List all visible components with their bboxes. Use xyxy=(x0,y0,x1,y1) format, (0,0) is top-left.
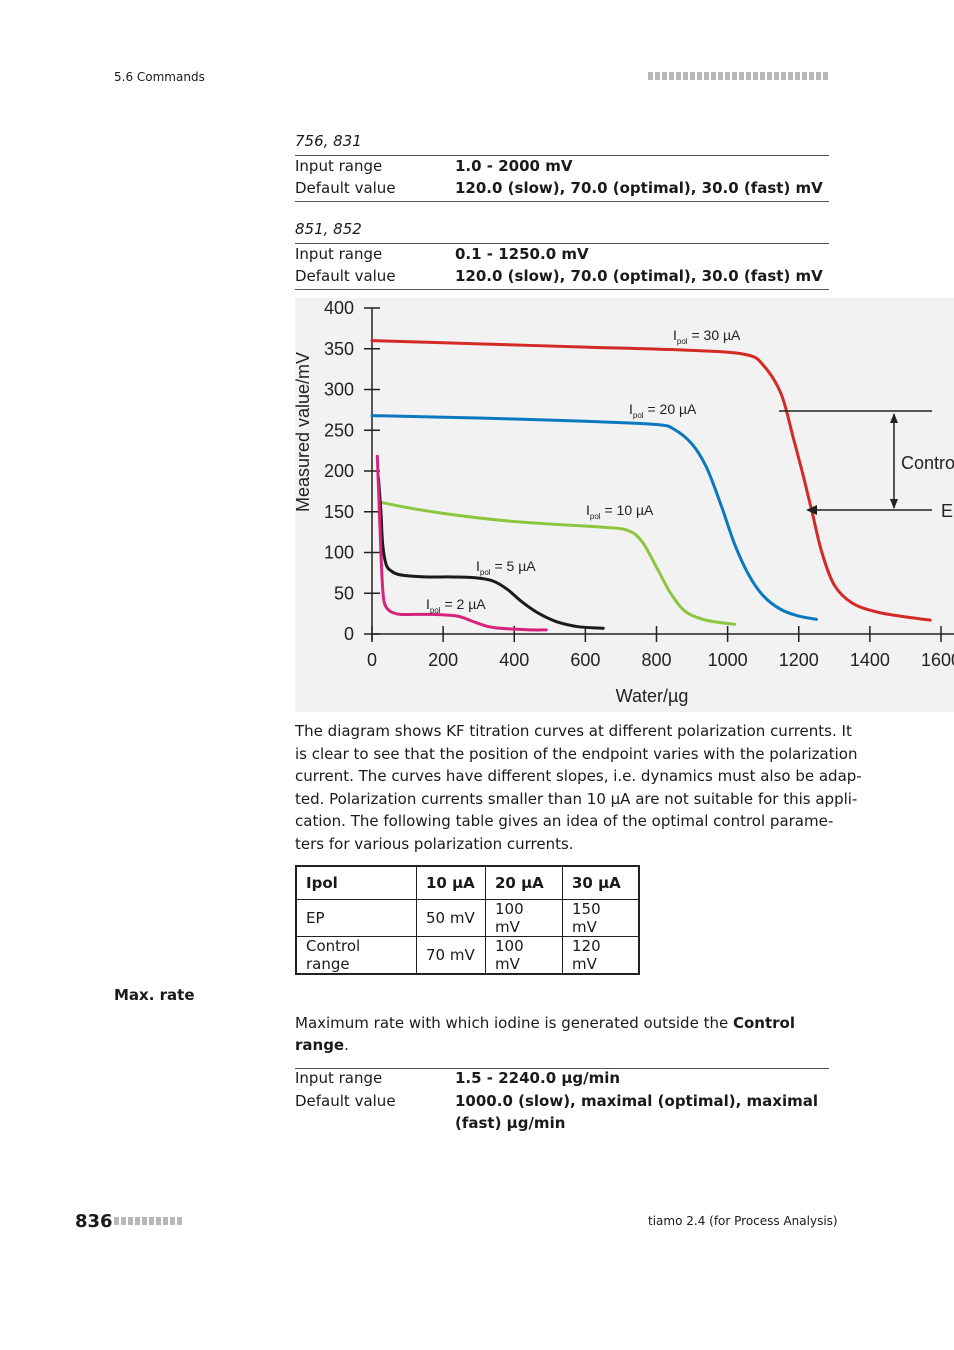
product-name: tiamo 2.4 (for Process Analysis) xyxy=(648,1214,838,1228)
table-cell: 50 mV xyxy=(416,899,486,937)
table-row: EP 50 mV 100 mV 150 mV xyxy=(295,899,640,937)
chart-series xyxy=(370,339,932,632)
x-tick-label: 1200 xyxy=(779,650,819,670)
x-tick-label: 0 xyxy=(367,650,377,670)
ipol-2-curve xyxy=(375,454,548,632)
paragraph-line: is clear to see that the position of the… xyxy=(295,744,858,763)
table-cell: 100 mV xyxy=(485,899,563,937)
divider xyxy=(295,243,829,244)
x-tick-label: 600 xyxy=(570,650,600,670)
y-tick-label: 150 xyxy=(324,502,354,522)
table-header-cell: 30 µA xyxy=(562,865,640,900)
max-rate-desc-prefix: Maximum rate with which iodine is genera… xyxy=(295,1014,733,1032)
model-heading-756: 756, 831 xyxy=(295,132,362,150)
control-range-text: Contro xyxy=(901,453,954,473)
arrow-left-icon xyxy=(806,505,817,515)
y-tick-label: 400 xyxy=(324,298,354,318)
section-header: 5.6 Commands xyxy=(114,70,205,84)
x-tick-label: 1400 xyxy=(850,650,890,670)
y-tick-label: 50 xyxy=(334,583,354,603)
ipol-20-label: Ipol = 20 µA xyxy=(629,401,697,420)
y-tick-label: 0 xyxy=(344,624,354,644)
y-axis-label: Measured value/mV xyxy=(293,352,313,512)
max-rate-description: Maximum rate with which iodine is genera… xyxy=(295,1012,829,1056)
header-dots-decoration xyxy=(648,72,829,80)
x-tick-label: 200 xyxy=(428,650,458,670)
max-rate-desc-bold: Control range xyxy=(295,1014,795,1054)
paragraph-line: cation. The following table gives an ide… xyxy=(295,812,834,830)
description-paragraph: The diagram shows KF titration curves at… xyxy=(295,720,862,855)
table-header-cell: 10 µA xyxy=(416,865,486,900)
table-cell: 70 mV xyxy=(416,936,486,975)
table-cell: 150 mV xyxy=(562,899,640,937)
control-range-annotation: Contro E xyxy=(779,410,954,521)
model-heading-851: 851, 852 xyxy=(295,220,362,238)
table-header-cell: Ipol xyxy=(295,865,417,900)
table-cell: EP xyxy=(295,899,417,937)
paragraph-line: The diagram shows KF titration curves at… xyxy=(295,722,852,740)
max-rate-heading: Max. rate xyxy=(114,986,195,1004)
table-cell: 100 mV xyxy=(485,936,563,975)
ipol-5-label: Ipol = 5 µA xyxy=(476,558,536,577)
divider xyxy=(295,1068,829,1069)
default-value-value: 1000.0 (slow), maximal (optimal), maxima… xyxy=(455,1092,818,1132)
y-tick-label: 300 xyxy=(324,380,354,400)
y-tick-label: 350 xyxy=(324,339,354,359)
input-range-label: Input range xyxy=(295,1069,383,1087)
max-rate-desc-suffix: . xyxy=(344,1036,349,1054)
chart-background xyxy=(295,298,954,712)
x-tick-label: 800 xyxy=(641,650,671,670)
default-value-value: 120.0 (slow), 70.0 (optimal), 30.0 (fast… xyxy=(455,179,823,197)
input-range-value: 1.0 - 2000 mV xyxy=(455,157,573,175)
table-header-cell: 20 µA xyxy=(485,865,563,900)
arrow-down-icon xyxy=(890,499,898,509)
ipol-2-label: Ipol = 2 µA xyxy=(426,596,486,615)
input-range-label: Input range xyxy=(295,245,383,263)
ipol-30-label: Ipol = 30 µA xyxy=(673,327,741,346)
ipol-30-curve xyxy=(370,339,932,622)
x-axis-label: Water/µg xyxy=(616,686,689,706)
divider xyxy=(295,201,829,202)
y-tick-label: 250 xyxy=(324,420,354,440)
ipol-5-curve xyxy=(376,476,605,630)
x-tick-label: 1000 xyxy=(708,650,748,670)
endpoint-text: E xyxy=(941,501,953,521)
input-range-label: Input range xyxy=(295,157,383,175)
default-value-value: 120.0 (slow), 70.0 (optimal), 30.0 (fast… xyxy=(455,267,823,285)
default-value-label: Default value xyxy=(295,179,396,197)
input-range-value: 0.1 - 1250.0 mV xyxy=(455,245,589,263)
input-range-value: 1.5 - 2240.0 µg/min xyxy=(455,1069,621,1087)
table-cell: 120 mV xyxy=(562,936,640,975)
arrow-up-icon xyxy=(890,413,898,423)
x-tick-label: 400 xyxy=(499,650,529,670)
table-cell: Control range xyxy=(295,936,417,975)
y-tick-label: 100 xyxy=(324,543,354,563)
divider xyxy=(295,289,829,290)
ipol-10-label: Ipol = 10 µA xyxy=(586,502,654,521)
y-tick-label: 200 xyxy=(324,461,354,481)
ipol-10-curve xyxy=(377,500,737,626)
control-parameters-table: Ipol 10 µA 20 µA 30 µA EP 50 mV 100 mV 1… xyxy=(295,865,640,975)
table-row: Control range 70 mV 100 mV 120 mV xyxy=(295,936,640,975)
ipol-20-curve xyxy=(370,414,818,621)
chart-series-labels: Ipol = 30 µA Ipol = 20 µA Ipol = 10 µA Ipol… xyxy=(426,327,741,615)
footer-dots-decoration xyxy=(114,1217,182,1225)
paragraph-line: ted. Polarization currents smaller than … xyxy=(295,789,858,808)
table-header-row: Ipol 10 µA 20 µA 30 µA xyxy=(295,865,640,900)
default-value-label: Default value xyxy=(295,267,396,285)
default-value-label: Default value xyxy=(295,1092,396,1110)
paragraph-line: ters for various polarization currents. xyxy=(295,834,574,853)
page-number: 836 xyxy=(75,1211,113,1232)
paragraph-line: current. The curves have different slope… xyxy=(295,767,862,785)
divider xyxy=(295,155,829,156)
